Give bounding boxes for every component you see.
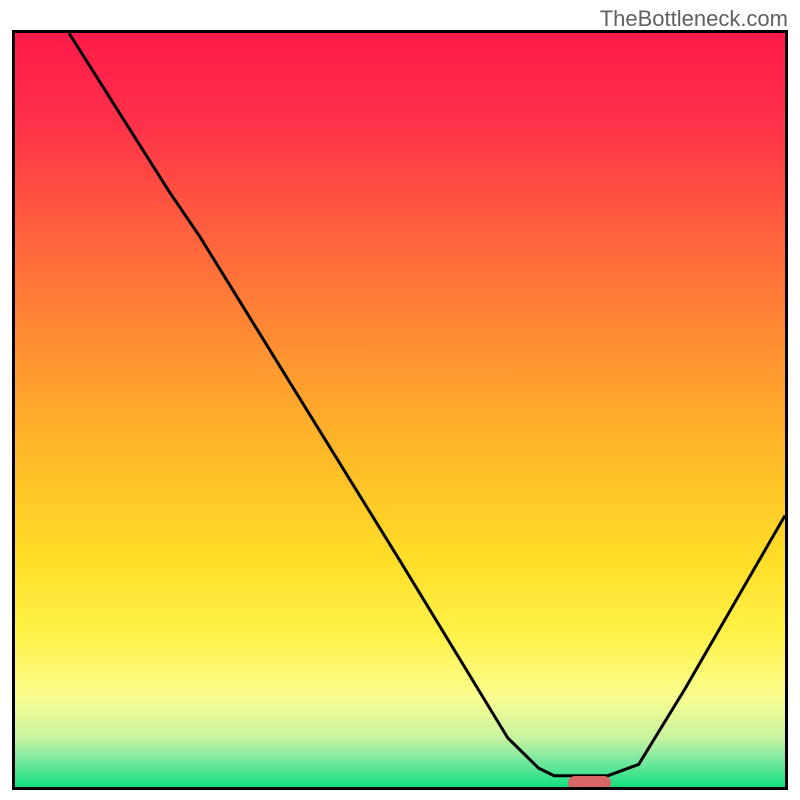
bottleneck-plot — [12, 30, 788, 790]
bottleneck-curve — [15, 33, 785, 787]
curve-path — [69, 33, 785, 776]
watermark-text: TheBottleneck.com — [600, 6, 788, 32]
optimum-marker — [568, 776, 611, 790]
